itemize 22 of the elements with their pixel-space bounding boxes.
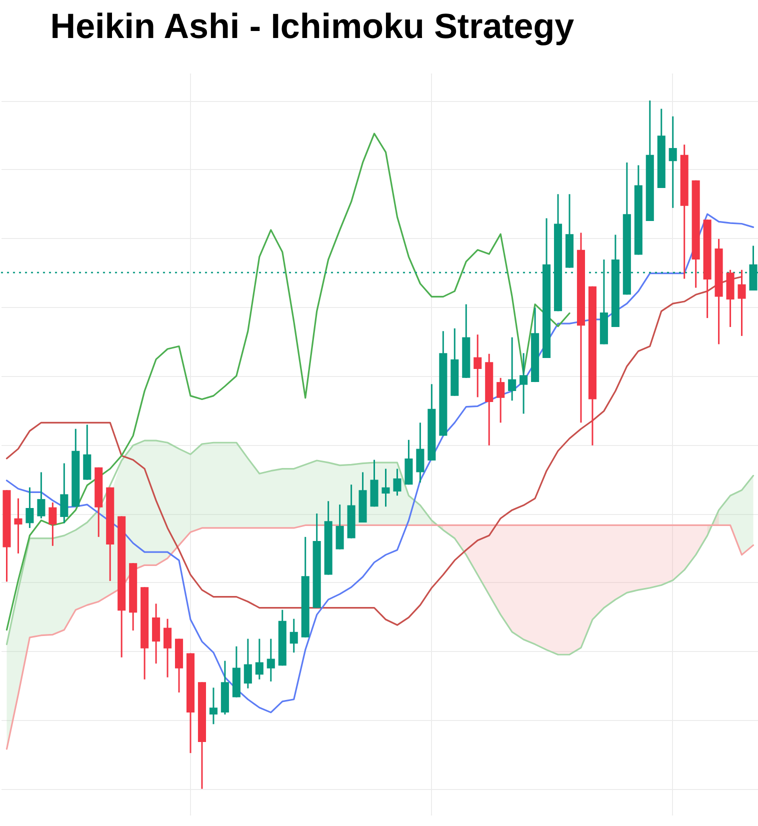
candlestick: [508, 336, 516, 402]
chart-title: Heikin Ashi - Ichimoku Strategy: [50, 7, 575, 46]
candlestick: [382, 468, 390, 508]
candlestick: [164, 618, 172, 678]
candlestick: [209, 686, 218, 725]
candlestick: [290, 618, 298, 654]
candlestick: [496, 377, 505, 424]
candlestick: [520, 352, 528, 414]
candlestick: [668, 116, 677, 209]
candlestick: [244, 638, 252, 690]
candlestick: [37, 471, 46, 520]
candlestick: [48, 502, 57, 547]
candlestick: [26, 486, 34, 529]
candlestick: [266, 638, 275, 682]
candlestick: [474, 334, 482, 398]
candlestick: [416, 422, 424, 484]
candlestick: [393, 468, 402, 496]
candlestick: [14, 498, 22, 554]
candlestick: [738, 269, 746, 337]
candlestick: [255, 638, 264, 680]
candlestick: [336, 504, 344, 550]
candlestick: [60, 462, 68, 524]
